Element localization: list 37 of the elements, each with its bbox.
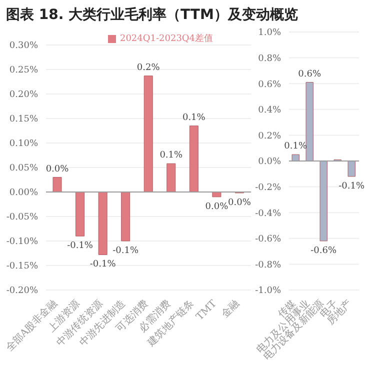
chart-title: 图表 18. 大类行业毛利率（TTM）及变动概览	[5, 6, 299, 25]
y-tick-label: 0.00%	[9, 188, 38, 198]
y-tick-label: 0.10%	[9, 139, 38, 150]
data-label: -0.6%	[310, 246, 337, 256]
data-label: 0.1%	[182, 112, 206, 123]
y-tick-label: 0.20%	[9, 90, 38, 100]
y-tick-label: 0.4%	[258, 106, 282, 116]
y-tick-label: 0.8%	[258, 54, 282, 64]
data-label: 0.1%	[160, 150, 184, 161]
data-label: 0.6%	[298, 69, 322, 80]
y-tick-label: -1.0%	[255, 286, 282, 296]
y-tick-label: 1.0%	[258, 28, 282, 38]
legend-label: 2024Q1-2023Q4差值	[120, 34, 214, 44]
data-label: -0.1%	[90, 260, 116, 270]
y-tick-label: -0.05%	[6, 212, 38, 223]
y-tick-label: 0.15%	[9, 114, 38, 125]
y-tick-label: -0.20%	[6, 286, 38, 296]
data-label: 0.0%	[205, 202, 229, 212]
data-label: 0.0%	[46, 164, 70, 174]
data-label: -0.1%	[338, 181, 365, 192]
y-tick-label: 0.6%	[258, 80, 282, 90]
y-tick-label: -0.6%	[255, 234, 282, 245]
y-tick-label: 0.0%	[258, 157, 282, 168]
y-tick-label: -0.2%	[255, 182, 282, 193]
data-label: 0.2%	[136, 62, 160, 73]
y-tick-label: 0.30%	[9, 41, 38, 52]
y-tick-label: -0.4%	[255, 208, 282, 219]
data-label: -0.1%	[67, 241, 94, 252]
y-tick-label: 0.2%	[258, 131, 282, 142]
y-tick-label: -0.15%	[6, 262, 38, 272]
y-tick-label: 0.25%	[9, 66, 38, 76]
y-tick-label: -0.8%	[255, 260, 282, 270]
y-tick-label: -0.10%	[6, 237, 38, 248]
data-label: -0.1%	[112, 246, 139, 256]
data-label: 0.0%	[228, 198, 252, 208]
x-tick-label: 金融	[219, 298, 242, 320]
y-tick-label: 0.05%	[9, 164, 38, 174]
